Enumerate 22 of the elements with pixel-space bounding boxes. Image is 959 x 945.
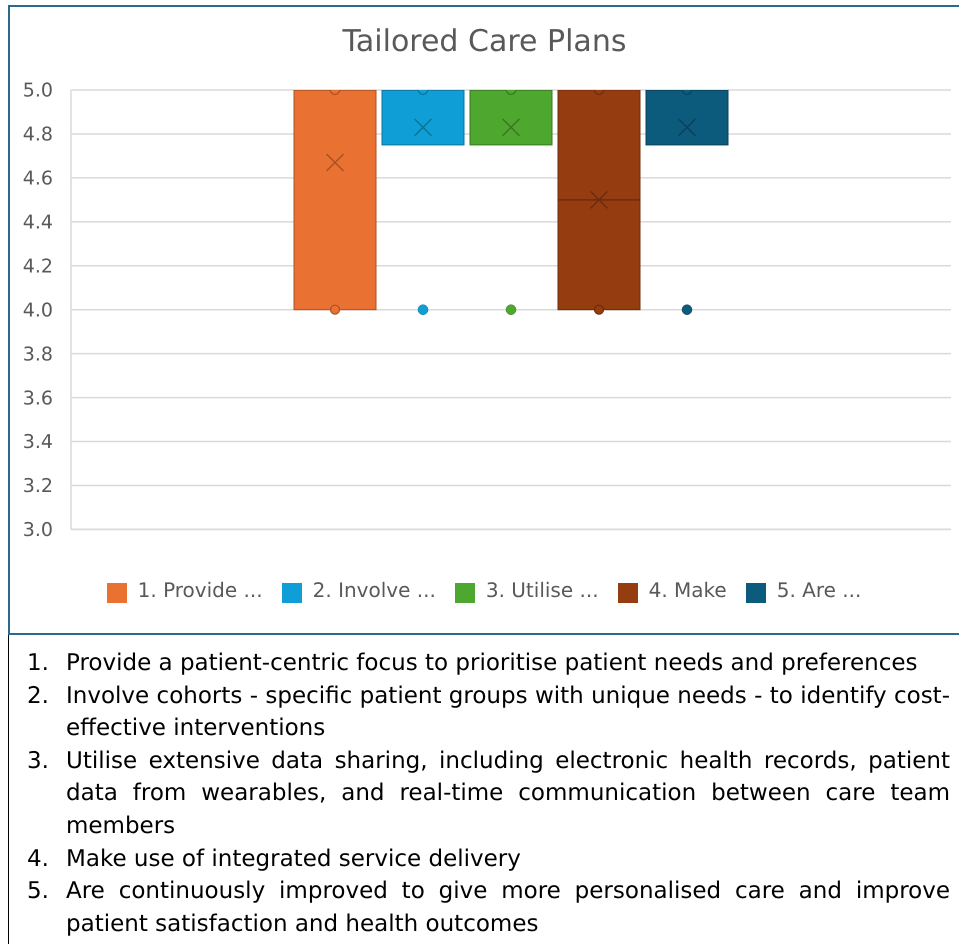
text: 4. Make use of integrated service delivery — [27, 844, 522, 874]
y-tick-label: 3.6 — [22, 387, 53, 410]
y-tick-label: 4.4 — [22, 212, 53, 234]
legend-label: 2. Involve ... — [312, 578, 437, 602]
legend-label: 4. Make — [648, 578, 728, 602]
legend-label: 5. Are ... — [776, 578, 862, 602]
y-tick-label: 4.8 — [22, 124, 53, 146]
text: 1. Provide a patient-centric focus to prioritise patient needs and preferences — [27, 649, 919, 678]
y-tick-label: 4.0 — [22, 299, 53, 322]
y-tick-label: 4.2 — [22, 255, 53, 278]
text: 2. Involve cohorts - specific patient groups with unique needs - to identify cost-effective interventions — [27, 682, 950, 744]
chart-title: Tailored Care Plans — [341, 24, 628, 60]
y-tick-label: 3.2 — [22, 475, 53, 498]
y-tick-label: 3.8 — [22, 343, 53, 366]
text: 3. Utilise extensive data sharing, including electronic health records, patient data from wearables, and real-time communication between care team members — [27, 746, 950, 841]
legend-label: 1. Provide ... — [136, 578, 264, 602]
y-tick-label: 5.0 — [22, 80, 53, 102]
y-tick-label: 4.6 — [22, 168, 53, 190]
y-tick-label: 3.0 — [22, 519, 53, 542]
legend-label: 3. Utilise ... — [484, 578, 600, 602]
y-tick-label: 3.4 — [22, 431, 53, 454]
text: 5. Are continuously improved to give more personalised care and improve patient satisfaction and health outcomes — [27, 877, 950, 939]
